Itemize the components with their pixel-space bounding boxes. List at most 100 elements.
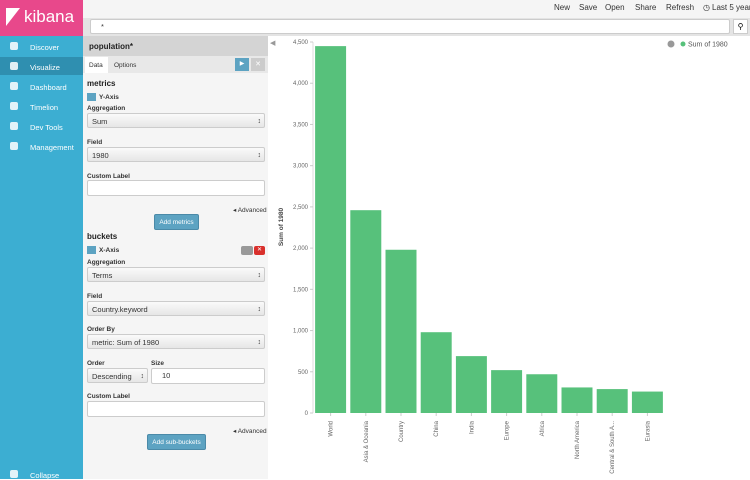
select[interactable]: Descending <box>87 368 148 384</box>
select[interactable]: Country.keyword <box>87 301 265 317</box>
nav-item[interactable]: Visualize <box>30 62 60 72</box>
bar <box>420 332 452 413</box>
search-button[interactable]: ⚲ <box>733 19 748 34</box>
y-tick-label: 1,500 <box>293 287 309 293</box>
apply-button[interactable]: ▶ <box>235 58 249 71</box>
collapse[interactable]: Collapse <box>30 471 60 480</box>
nav-icon <box>10 82 18 90</box>
x-tick-label: India <box>469 420 475 434</box>
collapse-panel[interactable]: ◀ <box>270 40 276 47</box>
legend-swatch <box>680 41 686 47</box>
x-tick-label: World <box>329 421 335 437</box>
x-tick-label: Eurasia <box>645 420 651 441</box>
x-tick-label: Country <box>399 421 405 442</box>
select[interactable]: Sum <box>87 113 265 129</box>
x-tick-label: China <box>434 420 440 436</box>
label: Order <box>87 360 105 367</box>
nav-item[interactable]: Dashboard <box>30 82 67 92</box>
label: Aggregation <box>87 259 126 266</box>
nav-icon <box>10 102 18 110</box>
top-link[interactable]: Open <box>605 3 625 12</box>
legend-toggle <box>667 40 675 48</box>
vis-title: population* <box>89 42 133 51</box>
bar <box>350 210 382 413</box>
tab-row <box>83 56 268 73</box>
top-link[interactable]: Refresh <box>666 3 695 12</box>
input[interactable] <box>87 180 265 196</box>
top-link[interactable]: Save <box>579 3 598 12</box>
logo-mark <box>6 8 20 26</box>
label: Order By <box>87 326 115 333</box>
bar <box>596 389 628 413</box>
brand: kibana <box>24 7 75 26</box>
y-tick-label: 2,500 <box>293 205 309 211</box>
select[interactable]: metric: Sum of 1980 <box>87 334 265 350</box>
x-tick-label: Europe <box>505 420 511 440</box>
x-tick-label: Asia & Oceania <box>364 420 370 462</box>
y-tick-label: 4,500 <box>293 40 309 46</box>
tab[interactable]: Data <box>89 62 103 69</box>
y-tick-label: 2,000 <box>293 246 309 252</box>
advanced-text: Advanced <box>237 207 267 214</box>
x-tick-label: Central & South A... <box>610 421 616 474</box>
input[interactable] <box>87 401 265 417</box>
select[interactable]: Terms <box>87 267 265 283</box>
time-picker[interactable]: Last 5 years <box>712 3 750 12</box>
sidebar <box>0 0 83 479</box>
bar <box>491 370 523 413</box>
advanced-link[interactable]: ◂ Advanced <box>233 207 267 214</box>
top-link[interactable]: New <box>554 3 571 12</box>
bar <box>561 387 593 413</box>
agg-axis: Y-Axis <box>99 94 119 101</box>
logo[interactable]: kibana <box>0 0 83 36</box>
label: Custom Label <box>87 393 130 400</box>
label: Size <box>151 360 165 367</box>
agg-axis: X-Axis <box>99 247 120 254</box>
topbar <box>83 0 750 18</box>
label: Custom Label <box>87 173 130 180</box>
y-tick-label: 1,000 <box>293 329 309 335</box>
toggle[interactable] <box>87 246 96 254</box>
bar <box>631 391 663 413</box>
nav-icon <box>10 42 18 50</box>
number-input[interactable]: 10 <box>151 368 265 384</box>
nav-item[interactable]: Dev Tools <box>30 122 63 132</box>
nav-icon <box>10 122 18 130</box>
toggle[interactable] <box>87 93 96 101</box>
toggle-button[interactable] <box>241 246 253 255</box>
legend-label: Sum of 1980 <box>688 42 728 49</box>
active-nav <box>0 57 83 75</box>
remove-button[interactable]: ✕ <box>254 246 265 255</box>
label: Aggregation <box>87 105 126 112</box>
y-tick-label: 4,000 <box>293 81 309 87</box>
collapse-icon <box>10 470 18 478</box>
editor-header <box>83 36 268 56</box>
query-input[interactable]: * <box>90 19 730 34</box>
tab[interactable]: Options <box>114 62 137 69</box>
add-metrics[interactable]: Add metrics <box>154 214 199 230</box>
tab-active <box>85 57 108 73</box>
discard-button[interactable]: ✕ <box>251 58 265 71</box>
chart: Sum of 1980 0 500 1,000 1,500 2,000 2,500 3,00… <box>278 40 728 474</box>
bar <box>385 249 417 413</box>
x-tick-label: North America <box>575 420 581 459</box>
top-link[interactable]: Share <box>635 3 657 12</box>
nav-icon <box>10 62 18 70</box>
section-heading: metrics <box>87 79 116 88</box>
add-sub-buckets[interactable]: Add sub-buckets <box>147 434 206 450</box>
clock-icon: ◷ <box>703 3 710 12</box>
nav-item[interactable]: Timelion <box>30 102 59 112</box>
bar <box>315 46 347 413</box>
y-tick-label: 3,000 <box>293 164 309 170</box>
y-tick-label: 0 <box>305 411 309 417</box>
nav-item[interactable]: Management <box>30 142 74 152</box>
advanced-text: Advanced <box>237 428 267 435</box>
section-heading: buckets <box>87 232 118 241</box>
y-tick-label: 3,500 <box>293 122 309 128</box>
select[interactable]: 1980 <box>87 147 265 163</box>
nav-item[interactable]: Discover <box>30 42 60 52</box>
nav-icon <box>10 142 18 150</box>
label: Field <box>87 139 103 146</box>
advanced-link[interactable]: ◂ Advanced <box>233 428 267 435</box>
